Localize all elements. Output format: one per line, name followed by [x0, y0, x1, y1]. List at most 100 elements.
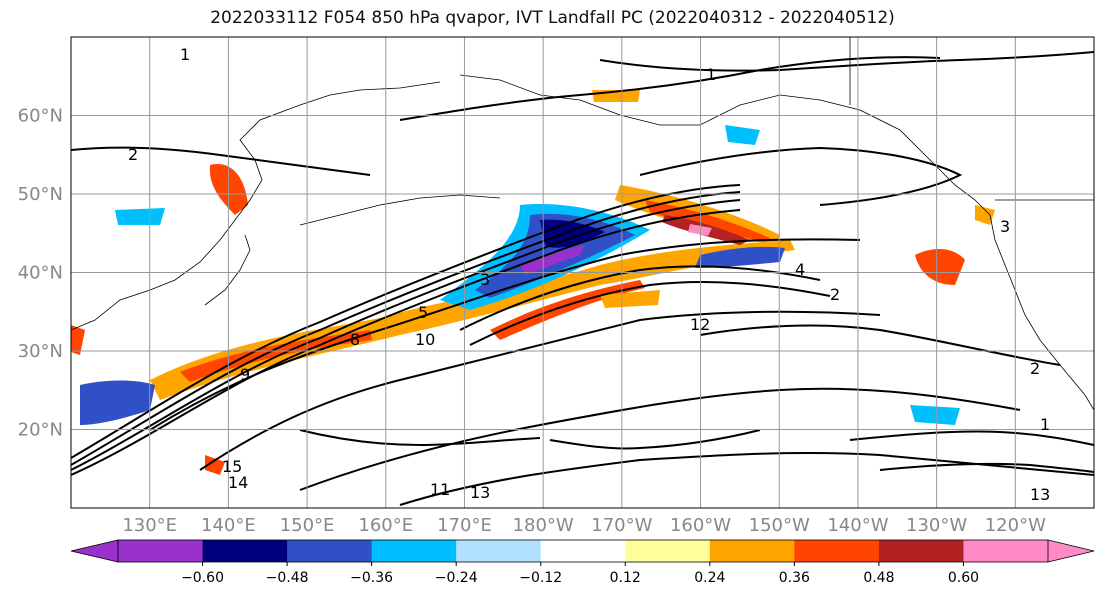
negative-anomaly-west: [80, 380, 155, 425]
colorbar-segment: [287, 540, 373, 562]
positive-anomaly-south: [600, 290, 660, 308]
longitude-label: 160°W: [670, 515, 731, 536]
contour-value-label: 1: [706, 65, 716, 84]
colorbar-tick-label: 0.48: [863, 570, 894, 586]
contour-value-label: 4: [795, 260, 805, 279]
contour-line: [549, 429, 761, 450]
contour-value-label: 8: [350, 330, 360, 349]
longitude-label: 170°W: [591, 515, 652, 536]
colorbar-tick-label: 0.36: [779, 570, 810, 586]
contour-value-label: 1: [1040, 415, 1050, 434]
longitude-labels: 130°E 140°E 150°E 160°E 170°E 180°W 170°W 160°W…: [122, 515, 1046, 536]
contour-line: [469, 281, 831, 346]
colorbar-extend-high: [1047, 539, 1095, 563]
positive-anomaly-kamchatka: [209, 164, 248, 215]
longitude-label: 140°W: [827, 515, 888, 536]
positive-anomaly-northeast-core: [645, 200, 770, 242]
contour-lines: [71, 51, 1094, 506]
longitude-label: 140°E: [201, 515, 256, 536]
contour-line: [71, 209, 741, 476]
colorbar-segment: [202, 540, 288, 562]
longitude-label: 120°W: [985, 515, 1046, 536]
contour-line: [299, 387, 1021, 491]
colorbar-tick-label: −0.48: [266, 570, 309, 586]
latitude-labels: 20°N 30°N 40°N 50°N 60°N: [18, 106, 63, 441]
longitude-label: 130°W: [906, 515, 967, 536]
colorbar: [70, 539, 1095, 563]
north-america-coast: [989, 214, 1094, 411]
colorbar-segment: [963, 540, 1049, 562]
map-plot-area: [71, 37, 1094, 508]
contour-value-label: 13: [1030, 485, 1050, 504]
contour-value-label: 14: [228, 473, 248, 492]
longitude-label: 160°E: [358, 515, 413, 536]
colorbar-tick-label: −0.24: [435, 570, 478, 586]
latitude-label: 40°N: [18, 263, 63, 284]
latitude-label: 50°N: [18, 184, 63, 205]
negative-anomaly-southeast: [910, 405, 960, 425]
max-negative-anomaly: [520, 245, 585, 275]
contour-line: [299, 429, 541, 447]
contour-line: [599, 51, 1094, 72]
latitude-label: 20°N: [18, 420, 63, 441]
positive-anomaly-east: [915, 248, 965, 285]
negative-anomaly-bering: [725, 125, 760, 145]
map-title: 2022033112 F054 850 hPa qvapor, IVT Land…: [210, 8, 895, 28]
colorbar-segment: [371, 540, 457, 562]
contour-value-label: 12: [690, 315, 710, 334]
negative-anomaly-east: [695, 246, 785, 268]
contour-value-label: 2: [830, 285, 840, 304]
positive-anomaly-china-sea: [205, 455, 225, 475]
colorbar-segment: [540, 540, 626, 562]
colorbar-segment: [709, 540, 795, 562]
longitude-label: 150°W: [749, 515, 810, 536]
colorbar-tick-label: −0.12: [519, 570, 562, 586]
longitude-label: 170°E: [437, 515, 492, 536]
colorbar-tick-label: 0.12: [610, 570, 641, 586]
longitude-label: 180°W: [513, 515, 574, 536]
colorbar-frame: [117, 539, 1049, 563]
contour-line: [399, 451, 1094, 506]
contour-line: [149, 238, 861, 431]
contour-line: [399, 56, 941, 121]
colorbar-segment: [456, 540, 542, 562]
longitude-label: 150°E: [280, 515, 335, 536]
map-grid: [71, 37, 1094, 508]
max-positive-anomaly: [688, 224, 712, 236]
contour-line: [879, 462, 1094, 473]
map-frame: [70, 36, 1095, 509]
positive-anomaly-alaska-coast: [975, 205, 995, 225]
longitude-label: 130°E: [122, 515, 177, 536]
japan-coast: [204, 234, 251, 306]
latitude-label: 30°N: [18, 341, 63, 362]
contour-line: [71, 184, 741, 459]
colorbar-tick-labels: −0.60 −0.48 −0.36 −0.24 −0.12 0.12 0.24 0.36 0.4…: [181, 562, 979, 586]
colorbar-tick-label: 0.60: [948, 570, 979, 586]
colorbar-tick-label: −0.60: [181, 570, 224, 586]
anomaly-shading: [71, 90, 995, 475]
contour-line: [71, 146, 371, 176]
colorbar-tick-label: −0.36: [350, 570, 393, 586]
contour-value-label: 3: [1000, 217, 1010, 236]
colorbar-tick-label: 0.24: [694, 570, 725, 586]
asia-coast: [71, 81, 441, 331]
contour-value-label: 10: [415, 330, 435, 349]
contour-line: [71, 199, 741, 471]
contour-line: [699, 324, 1061, 366]
contour-value-label: 15: [222, 457, 242, 476]
contour-value-label: 9: [240, 365, 250, 384]
contour-value-label: 5: [418, 303, 428, 322]
contour-value-label: 1: [180, 45, 190, 64]
contour-value-label: 2: [1030, 359, 1040, 378]
colorbar-segment: [878, 540, 964, 562]
negative-anomaly-northwest: [115, 208, 165, 225]
contour-line: [71, 191, 741, 466]
colorbar-segment: [794, 540, 880, 562]
positive-anomaly-west-coast: [71, 325, 85, 355]
contour-value-label: 2: [128, 145, 138, 164]
latitude-label: 60°N: [18, 106, 63, 127]
contour-line: [459, 265, 821, 331]
colorbar-segment: [625, 540, 711, 562]
colorbar-segment: [118, 540, 204, 562]
